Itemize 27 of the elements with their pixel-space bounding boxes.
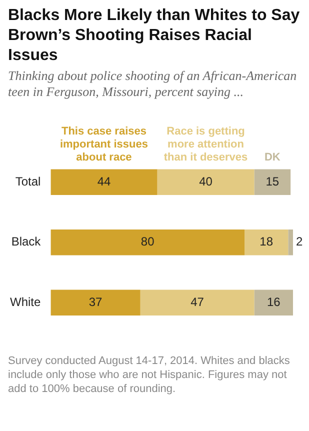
data-label: 15 (266, 174, 280, 188)
data-label: 80 (140, 234, 155, 249)
bar (254, 290, 293, 316)
series-label: This case raises important issues about race (60, 125, 148, 164)
bar (50, 169, 158, 196)
y-tick-label: Black (11, 234, 42, 249)
data-label: 37 (88, 294, 102, 309)
chart-subtitle: Thinking about police shooting of an African-American teen in Ferguson, Missouri, percent saying ... (8, 68, 298, 100)
text: Survey conducted August 14-17, 2014. Whites and blacks include only those who are not Hispanic. Figures may not add to 100% because of rounding. (8, 354, 291, 396)
data-label: 40 (199, 174, 213, 188)
data-label: 44 (97, 174, 111, 188)
data-label: 47 (190, 294, 204, 309)
bar (157, 169, 254, 196)
bar (254, 169, 291, 196)
series-label: Race is getting more attention than it deserves (164, 125, 248, 164)
y-tick-label: White (10, 294, 41, 309)
data-label: 18 (260, 234, 274, 249)
series-label: DK (264, 151, 280, 164)
bar (50, 290, 140, 316)
chart-title: Blacks More Likely than Whites to Say Brown’s Shooting Raises Racial Issues (8, 6, 301, 66)
bar (140, 290, 254, 316)
bar (244, 230, 288, 256)
data-label: 16 (266, 294, 281, 309)
data-label: 2 (296, 234, 303, 249)
y-tick-label: Total (15, 174, 41, 188)
bar (50, 230, 245, 256)
bar (288, 230, 293, 256)
